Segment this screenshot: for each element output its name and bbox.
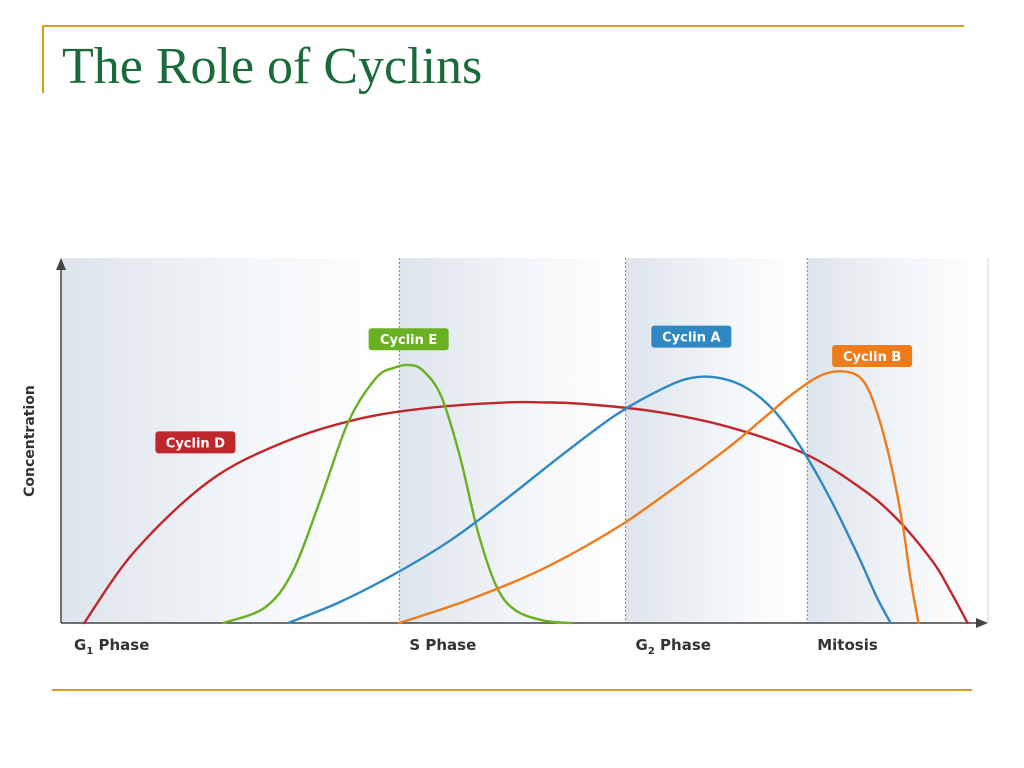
phase-label-3: Mitosis xyxy=(817,636,878,654)
phase-band-1 xyxy=(399,258,626,623)
cyclin-e-curve xyxy=(222,363,573,625)
svg-text:Cyclin B: Cyclin B xyxy=(843,350,901,365)
x-axis-arrow xyxy=(976,618,988,628)
y-axis-arrow xyxy=(56,258,66,270)
phase-label-2: G2 Phase xyxy=(636,636,711,657)
phase-label-1: S Phase xyxy=(409,636,476,654)
cyclin-a-curve xyxy=(286,375,892,625)
phase-label-0: G1 Phase xyxy=(74,636,149,657)
y-axis-label: Concentration xyxy=(22,385,38,497)
bottom-accent-rule xyxy=(52,689,972,691)
cyclin-d-label: Cyclin D xyxy=(155,431,236,454)
top-accent-rule xyxy=(42,25,964,27)
phase-band-3 xyxy=(807,258,988,623)
cyclin-d-curve xyxy=(82,400,969,625)
phase-band-2 xyxy=(625,258,808,623)
svg-text:Cyclin D: Cyclin D xyxy=(166,436,225,451)
chart-axes xyxy=(56,258,988,628)
cyclin-b-label: Cyclin B xyxy=(832,344,913,367)
left-accent-rule xyxy=(42,25,44,93)
svg-text:Cyclin E: Cyclin E xyxy=(380,333,437,348)
cyclin-b-curve xyxy=(398,369,920,625)
cyclin-e-label: Cyclin E xyxy=(368,328,449,351)
slide-title: The Role of Cyclins xyxy=(62,38,483,95)
cyclin-a-label: Cyclin A xyxy=(651,325,732,348)
svg-text:Cyclin A: Cyclin A xyxy=(662,331,720,346)
